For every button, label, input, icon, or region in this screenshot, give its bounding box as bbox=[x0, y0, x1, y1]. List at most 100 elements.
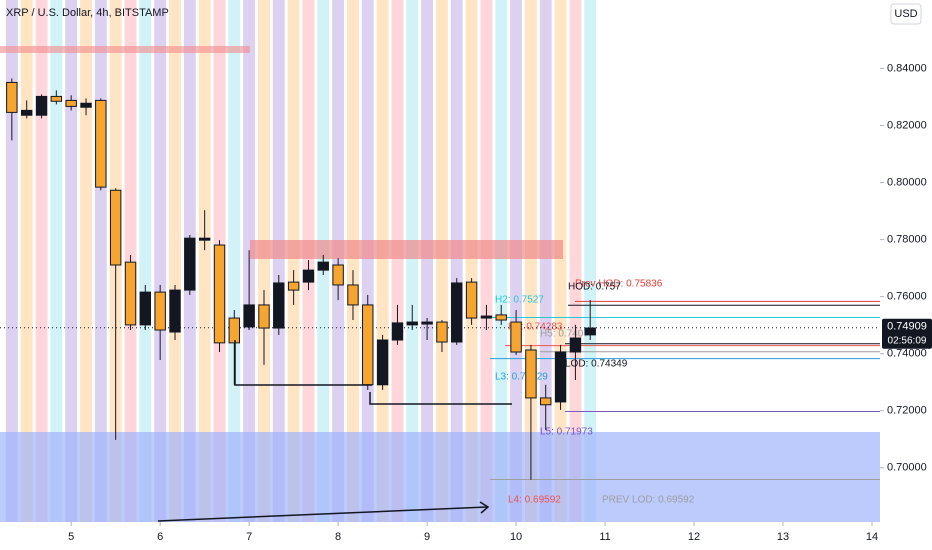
candle-body bbox=[273, 282, 285, 329]
candle-body bbox=[451, 282, 463, 343]
y-tick-label: 0.72000 bbox=[887, 405, 927, 417]
y-tick-label: 0.80000 bbox=[887, 176, 927, 188]
level-label: PREV LOD: 0.69592 bbox=[602, 495, 695, 506]
candle-body bbox=[525, 349, 537, 399]
session-stripe bbox=[539, 0, 552, 522]
session-stripe bbox=[584, 0, 597, 522]
currency-button[interactable] bbox=[890, 3, 922, 25]
candle-body bbox=[184, 237, 196, 291]
x-tick-label: 9 bbox=[424, 531, 430, 543]
trend-line bbox=[234, 340, 372, 386]
candle-body bbox=[569, 337, 582, 353]
x-tick-label: 12 bbox=[688, 531, 700, 543]
y-tick-label: 0.84000 bbox=[887, 62, 927, 74]
session-stripe bbox=[65, 0, 78, 522]
session-stripe bbox=[94, 0, 107, 522]
candle-body bbox=[406, 321, 418, 326]
candle-body bbox=[362, 304, 374, 386]
level-label: HOD: 0.757 bbox=[568, 282, 621, 293]
level-label: H5: 0.7407 bbox=[540, 329, 589, 340]
session-stripe bbox=[139, 0, 152, 522]
candle-body bbox=[213, 244, 226, 344]
candle-body bbox=[480, 315, 493, 319]
last-price-label: 0.74909 bbox=[887, 321, 927, 333]
candle-body bbox=[50, 95, 63, 102]
last-price-tag bbox=[882, 318, 932, 349]
session-stripe bbox=[198, 0, 211, 522]
session-stripe bbox=[272, 0, 285, 522]
session-stripe bbox=[228, 0, 241, 522]
candle-body bbox=[510, 321, 522, 353]
candle-body bbox=[228, 317, 240, 344]
candle-body bbox=[169, 289, 181, 333]
session-stripe bbox=[391, 0, 404, 522]
y-tick-label: 0.70000 bbox=[887, 462, 927, 474]
candle-body bbox=[495, 314, 507, 321]
candle-body bbox=[124, 261, 137, 326]
candle-body bbox=[465, 281, 478, 319]
candle-body bbox=[35, 95, 48, 116]
candle-body bbox=[80, 102, 92, 108]
level-label: L3: 0.73829 bbox=[495, 372, 548, 383]
session-stripe bbox=[287, 0, 300, 522]
level-label: L4: 0.69592 bbox=[508, 495, 561, 506]
candle-body bbox=[347, 284, 359, 306]
level-label: H2: 0.7527 bbox=[495, 295, 544, 306]
session-stripe bbox=[524, 0, 537, 522]
demand-zone bbox=[0, 432, 880, 522]
candle-body bbox=[20, 109, 33, 116]
session-stripe bbox=[154, 0, 167, 522]
level-label: H3: 0.74283 bbox=[508, 322, 563, 333]
candle-body bbox=[584, 327, 596, 336]
candle-body bbox=[391, 322, 404, 341]
session-stripe bbox=[5, 0, 18, 522]
candle-body bbox=[421, 321, 433, 325]
candle-body bbox=[6, 81, 18, 113]
candle-body bbox=[95, 99, 107, 188]
candle-body bbox=[302, 269, 315, 283]
level-label: Prev HOD: 0.75836 bbox=[575, 279, 663, 290]
x-tick-label: 10 bbox=[510, 531, 522, 543]
currency[interactable]: USD bbox=[894, 8, 917, 20]
x-tick-label: 11 bbox=[599, 531, 610, 543]
y-tick-label: 0.74000 bbox=[887, 348, 927, 360]
session-stripe bbox=[376, 0, 389, 522]
session-stripe bbox=[169, 0, 181, 522]
session-stripe bbox=[347, 0, 359, 522]
session-stripe bbox=[20, 0, 33, 522]
session-stripe bbox=[80, 0, 92, 522]
candle-body bbox=[540, 397, 552, 406]
candle-body bbox=[243, 304, 255, 328]
trend-line bbox=[369, 392, 512, 405]
candle-body bbox=[258, 304, 270, 329]
candle-body bbox=[287, 281, 300, 291]
candle-body bbox=[332, 264, 344, 286]
x-tick-label: 6 bbox=[157, 531, 163, 543]
candle-body bbox=[154, 291, 166, 331]
x-tick-label: 14 bbox=[866, 531, 878, 543]
y-tick-label: 0.78000 bbox=[887, 234, 927, 246]
session-stripe bbox=[480, 0, 493, 522]
session-stripe bbox=[258, 0, 270, 522]
price-axis bbox=[880, 0, 932, 550]
session-stripe bbox=[361, 0, 374, 522]
session-stripe bbox=[450, 0, 463, 522]
candle-body bbox=[376, 339, 389, 386]
session-stripe bbox=[436, 0, 448, 522]
x-tick-label: 5 bbox=[68, 531, 74, 543]
session-stripe bbox=[495, 0, 508, 522]
supply-zone bbox=[250, 240, 563, 259]
candle-body bbox=[317, 261, 329, 271]
x-tick-label: 8 bbox=[335, 531, 341, 543]
session-stripe bbox=[421, 0, 434, 522]
candle-body bbox=[198, 237, 211, 241]
arrow-head bbox=[479, 501, 490, 514]
session-stripe bbox=[554, 0, 567, 522]
candle-body bbox=[139, 291, 152, 326]
y-tick-label: 0.76000 bbox=[887, 291, 927, 303]
candle-body bbox=[109, 189, 122, 266]
candle-body bbox=[436, 321, 448, 343]
session-stripe bbox=[569, 0, 582, 522]
